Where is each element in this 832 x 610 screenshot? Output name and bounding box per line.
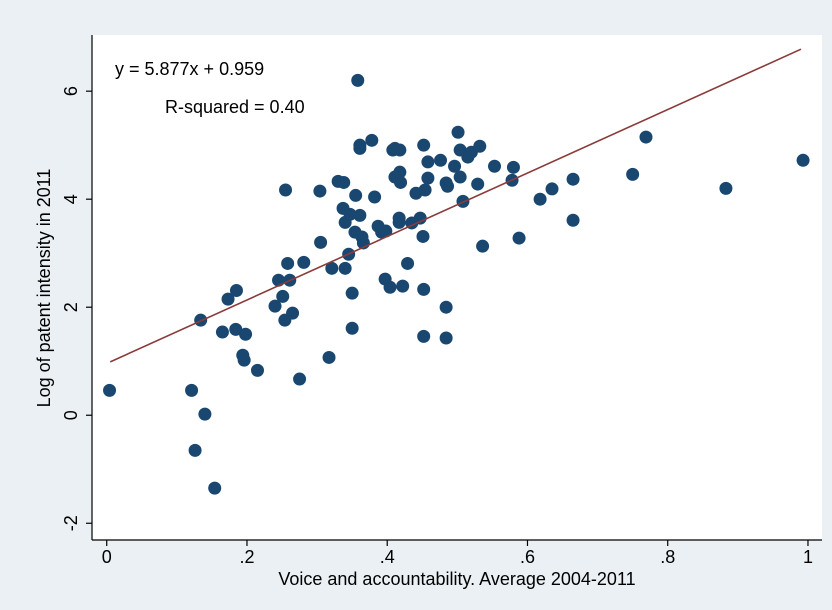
point [343,207,357,221]
point [393,165,407,179]
point [451,125,465,139]
point [229,283,243,297]
point [473,139,487,153]
plot-area [92,35,822,540]
point [297,255,311,269]
point [393,143,407,157]
point [476,239,490,253]
point [368,190,382,204]
x-tick-label: 1 [803,547,813,567]
point [566,172,580,186]
point [416,229,430,243]
y-tick-label: 6 [61,86,81,96]
fit-line [109,48,802,363]
point [279,183,293,197]
point [338,261,352,275]
point [276,289,290,303]
point [453,170,467,184]
point [286,306,300,320]
x-axis-label: Voice and accountability. Average 2004-2… [278,569,635,589]
point [322,350,336,364]
point [418,183,432,197]
point [353,141,367,155]
point [512,231,526,245]
point [221,292,235,306]
point [268,299,282,313]
point [383,280,397,294]
point [545,182,559,196]
point [471,177,485,191]
point [353,208,367,222]
point [566,213,580,227]
point [345,286,359,300]
point [396,279,410,293]
point [325,261,339,275]
point [639,130,653,144]
point [441,179,455,193]
point [345,321,359,335]
point [313,184,327,198]
point [392,215,406,229]
point [448,159,462,173]
y-tick-label: 0 [61,410,81,420]
point [401,256,415,270]
point [188,443,202,457]
point [351,73,365,87]
point [506,160,520,174]
point [394,175,408,189]
point [626,167,640,181]
point [796,153,810,167]
point [215,325,229,339]
x-tick-label: .6 [520,547,535,567]
point [421,155,435,169]
point [185,383,199,397]
point [417,329,431,343]
y-tick-label: -2 [61,515,81,531]
y-tick-label: 4 [61,194,81,204]
point [281,256,295,270]
x-tick-label: .8 [660,547,675,567]
point [237,353,251,367]
point [417,138,431,152]
annotation: R-squared = 0.40 [165,97,305,117]
annotation: y = 5.877x + 0.959 [115,59,264,79]
point [293,372,307,386]
point [417,282,431,296]
point [434,153,448,167]
point [349,188,363,202]
point [103,383,117,397]
point [379,224,393,238]
point [272,273,286,287]
point [533,192,547,206]
point [198,407,212,421]
x-tick-label: 0 [102,547,112,567]
point [239,327,253,341]
point [421,171,435,185]
point [439,331,453,345]
point [314,235,328,249]
point [337,175,351,189]
x-tick-label: .4 [380,547,395,567]
y-tick-label: 2 [61,302,81,312]
point [208,481,222,495]
point [365,133,379,147]
point [488,159,502,173]
point [229,322,243,336]
point [719,181,733,195]
point [439,300,453,314]
point [413,211,427,225]
x-tick-label: .2 [239,547,254,567]
point [250,363,264,377]
y-axis-label: Log of patent intensity in 2011 [34,169,54,408]
